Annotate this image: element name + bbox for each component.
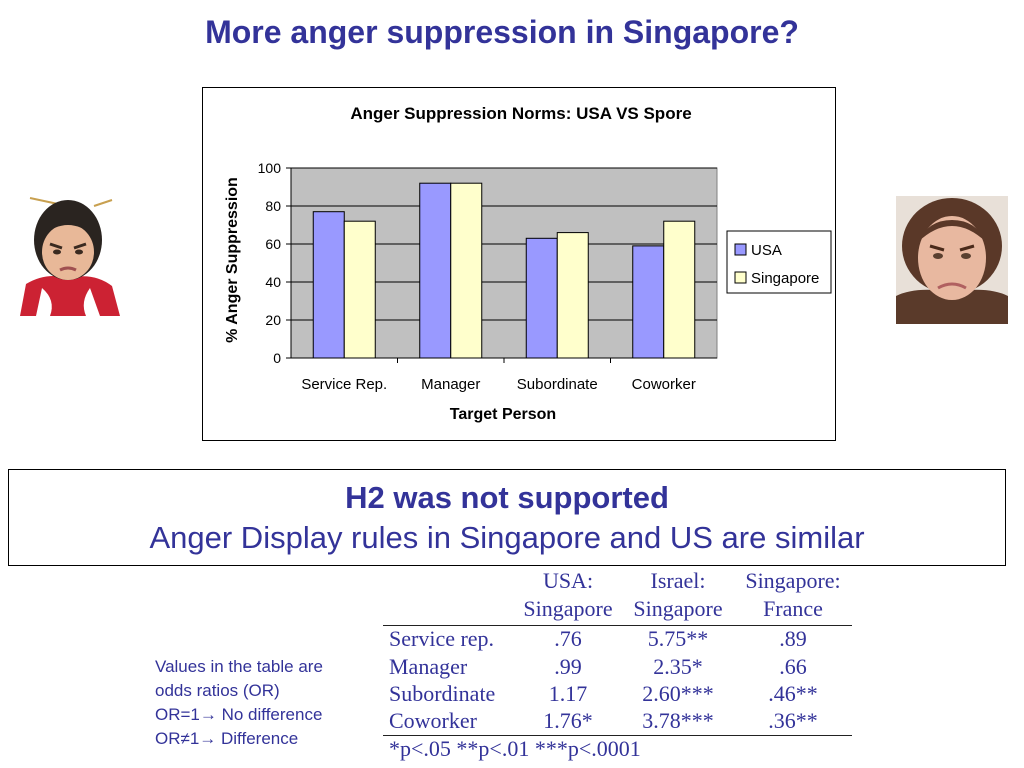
result-heading: H2 was not supported <box>345 480 669 515</box>
column-header-israel-singapore-1: Israel: <box>650 568 706 593</box>
x-tick-label: Manager <box>421 376 480 393</box>
note-line: OR=1→ No difference <box>155 705 323 724</box>
result-box: H2 was not supported Anger Display rules… <box>8 469 1006 566</box>
bar-usa <box>632 245 665 359</box>
chart-title: Anger Suppression Norms: USA VS Spore <box>350 104 691 123</box>
y-tick-label: 40 <box>265 274 281 290</box>
slide-title: More anger suppression in Singapore? <box>205 14 799 50</box>
table-rule <box>383 625 852 626</box>
column-header-usa-singapore-2: Singapore <box>523 596 613 621</box>
y-tick-label: 0 <box>273 350 281 366</box>
bar-chart: Anger Suppression Norms: USA VS Spore 0 2… <box>224 104 832 423</box>
table-cell: .66 <box>779 654 807 679</box>
table-cell: 1.76* <box>543 708 593 733</box>
angry-girl-photo <box>16 192 120 316</box>
row-label: Coworker <box>389 708 477 733</box>
chart-frame: Anger Suppression Norms: USA VS Spore 0 2… <box>202 87 836 441</box>
table-cell: 5.75** <box>647 626 709 651</box>
table-rule <box>383 735 852 736</box>
column-header-singapore-france-1: Singapore: <box>745 568 841 593</box>
bar-usa <box>419 182 452 359</box>
odds-ratio-note: Values in the table are odds ratios (OR)… <box>155 655 323 751</box>
table-cell: .99 <box>554 654 582 679</box>
column-header-singapore-france-2: France <box>763 596 823 621</box>
note-line: odds ratios (OR) <box>155 681 280 700</box>
table-cell: 1.17 <box>548 681 588 706</box>
column-header-israel-singapore-2: Singapore <box>633 596 723 621</box>
x-tick-label: Subordinate <box>517 376 598 393</box>
legend-box <box>726 230 832 294</box>
bar-singapore <box>343 220 376 359</box>
bar-singapore <box>556 232 589 359</box>
y-tick-label: 20 <box>265 312 281 328</box>
x-tick-label: Service Rep. <box>301 376 387 393</box>
note-line: Values in the table are <box>155 657 323 676</box>
bar-usa <box>525 237 558 359</box>
y-tick-label: 80 <box>265 198 281 214</box>
table-cell: .36** <box>768 708 818 733</box>
column-header-usa-singapore-1: USA: <box>542 568 594 593</box>
table-cell: .46** <box>768 681 818 706</box>
bar-singapore <box>663 220 696 359</box>
table-cell: .89 <box>779 626 807 651</box>
legend-swatch-singapore <box>734 271 747 284</box>
row-label: Subordinate <box>389 681 496 706</box>
note-line: OR≠1→ Difference <box>155 729 299 748</box>
row-label: Manager <box>389 654 468 679</box>
table-cell: 2.60*** <box>642 681 714 706</box>
x-tick-label: Coworker <box>632 376 696 393</box>
table-cell: 2.35* <box>653 654 703 679</box>
table-footnote: *p<.05 **p<.01 ***p<.0001 <box>389 736 641 761</box>
row-label: Service rep. <box>389 626 495 651</box>
frowning-woman-photo <box>896 196 1008 324</box>
legend-label-singapore: Singapore <box>751 270 819 287</box>
x-axis-label: Target Person <box>450 406 556 423</box>
table-cell: .76 <box>554 626 582 651</box>
chart-legend: USA Singapore <box>726 230 832 294</box>
bar-usa <box>312 211 345 359</box>
result-subtext: Anger Display rules in Singapore and US … <box>149 520 865 555</box>
legend-label-usa: USA <box>751 242 782 259</box>
legend-swatch-usa <box>734 243 747 256</box>
table-cell: 3.78*** <box>642 708 714 733</box>
y-tick-label: 100 <box>258 160 282 176</box>
y-axis-label: % Anger Suppression <box>224 177 241 343</box>
y-tick-label: 60 <box>265 236 281 252</box>
bar-singapore <box>450 182 483 359</box>
